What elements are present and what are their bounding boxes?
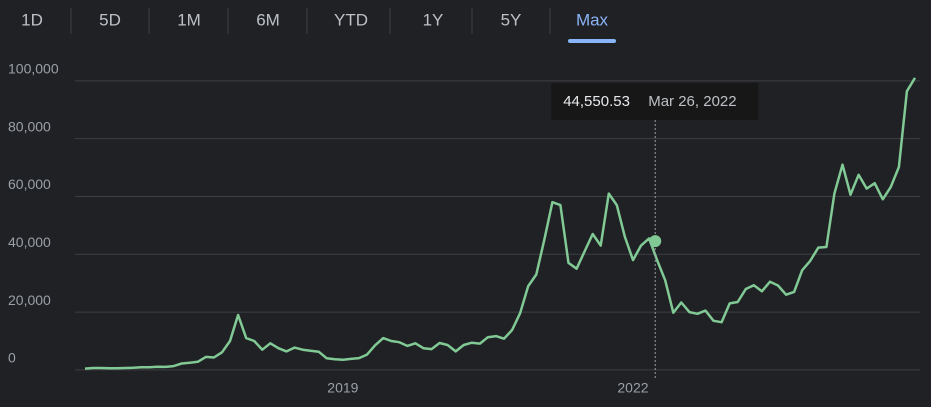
y-tick-label: 80,000 <box>8 118 51 134</box>
x-tick-label: 2019 <box>327 380 358 396</box>
y-tick-label: 100,000 <box>8 61 59 77</box>
y-tick-label: 20,000 <box>8 292 51 308</box>
range-tab[interactable]: 1Y <box>423 10 444 29</box>
range-tab[interactable]: 1M <box>177 10 201 29</box>
range-tab[interactable]: Max <box>576 10 609 29</box>
y-tick-label: 60,000 <box>8 176 51 192</box>
x-tick-label: 2022 <box>617 380 648 396</box>
range-tab[interactable]: 5Y <box>501 10 522 29</box>
tooltip-value: 44,550.53 <box>563 93 630 110</box>
hover-dot <box>649 235 662 248</box>
range-tab[interactable]: 5D <box>99 10 121 29</box>
range-tab[interactable]: 6M <box>256 10 280 29</box>
range-tab[interactable]: YTD <box>334 10 368 29</box>
price-line <box>84 77 917 370</box>
tooltip-box <box>551 83 759 120</box>
range-underline <box>568 39 616 43</box>
tooltip-date: Mar 26, 2022 <box>648 93 736 110</box>
range-tab[interactable]: 1D <box>21 10 43 29</box>
y-tick-label: 0 <box>8 350 16 366</box>
y-tick-label: 40,000 <box>8 234 51 250</box>
